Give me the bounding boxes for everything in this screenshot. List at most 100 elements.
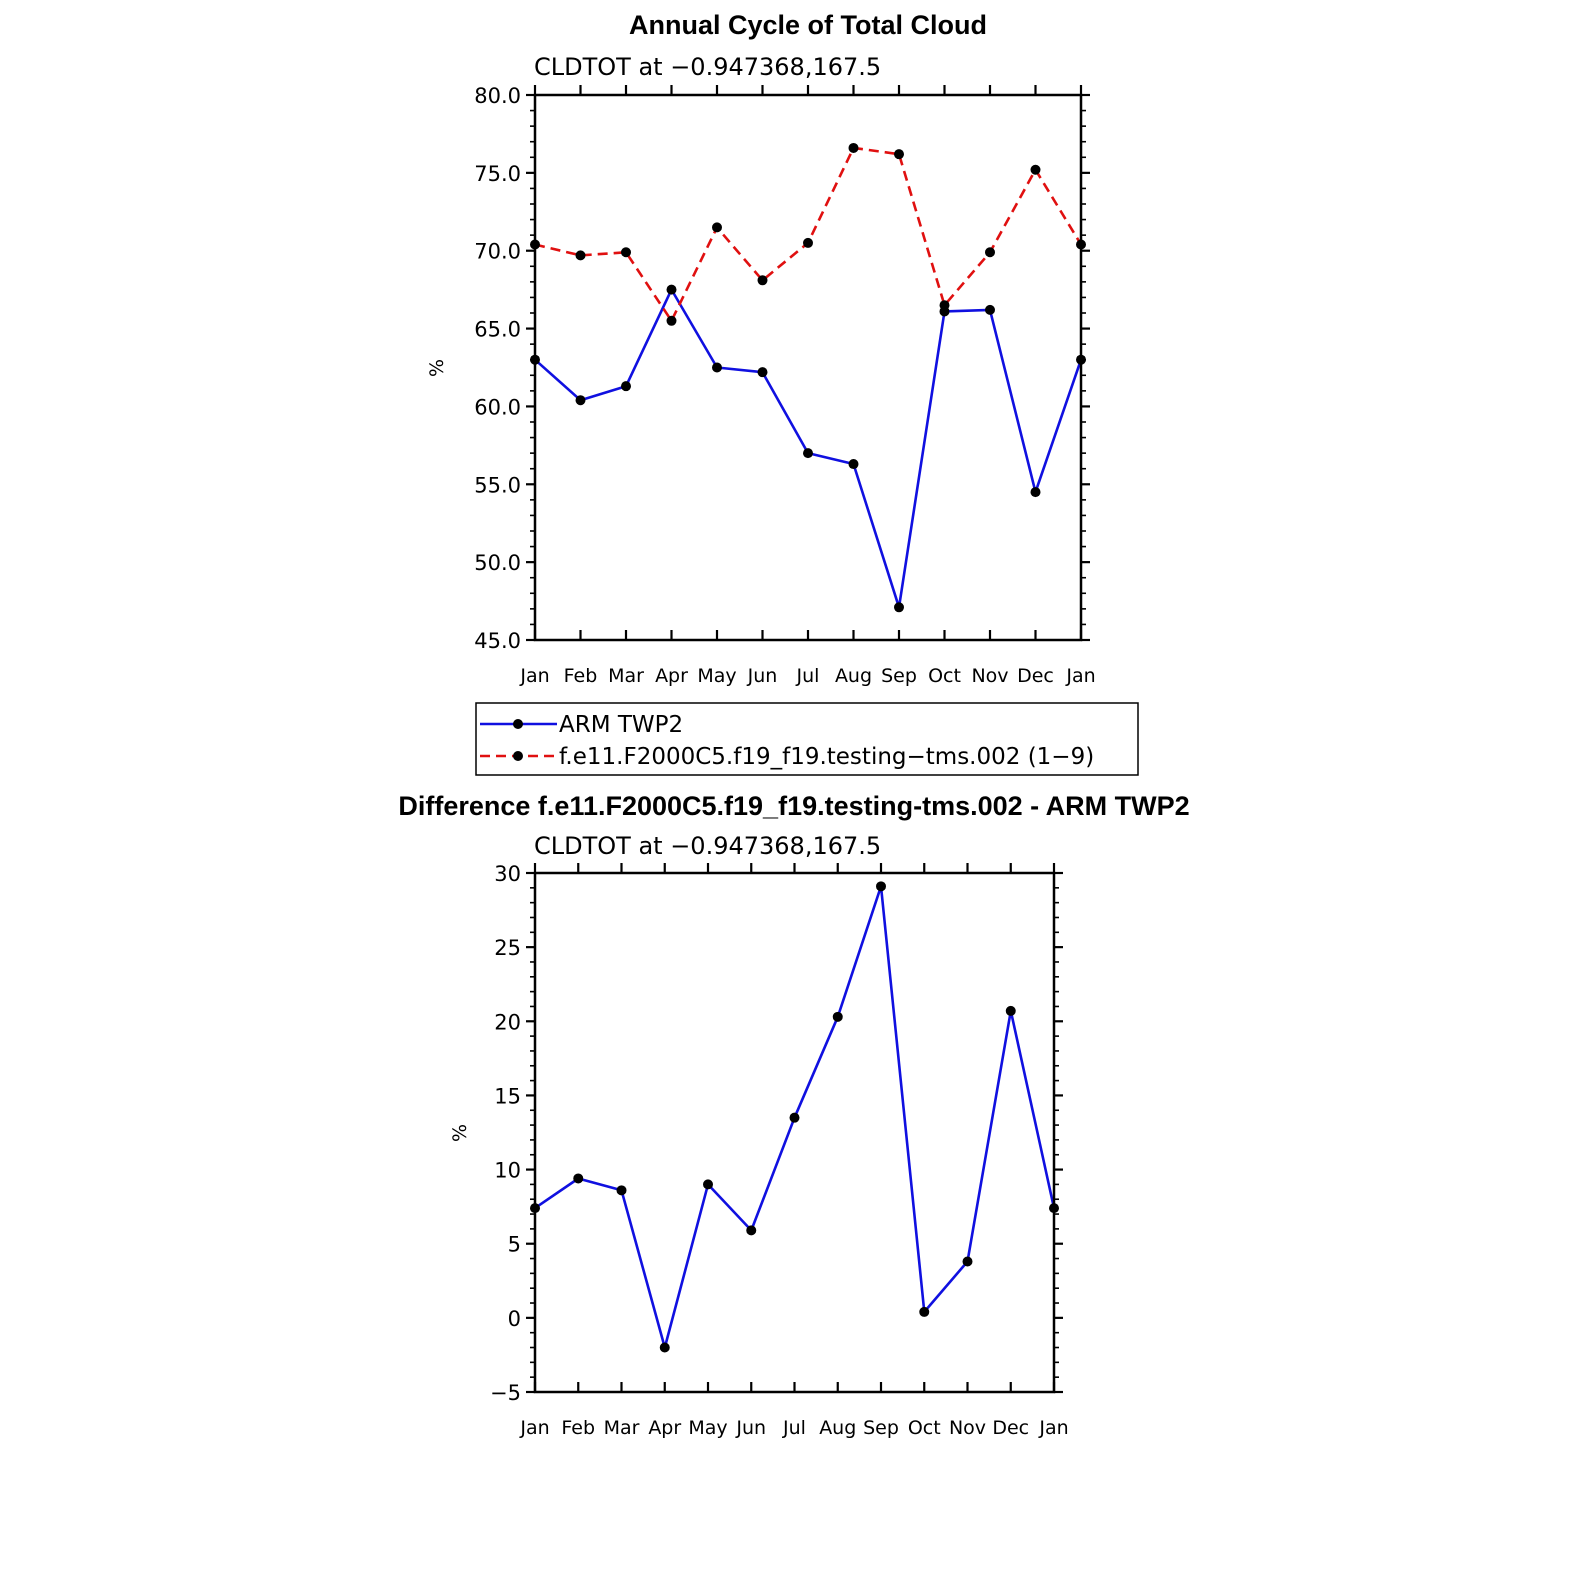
data-point-s1-10 xyxy=(985,247,995,258)
x-tick-label: Apr xyxy=(648,1417,681,1439)
y-tick-label: 70.0 xyxy=(474,240,521,264)
data-point-s1-5 xyxy=(757,275,768,286)
x-tick-label: Dec xyxy=(992,1417,1029,1439)
y-tick-label: 45.0 xyxy=(474,629,521,653)
y-tick-label: 60.0 xyxy=(474,395,521,419)
x-tick-label: Jan xyxy=(519,665,549,687)
chart-title: Annual Cycle of Total Cloud xyxy=(629,10,987,40)
y-tick-labels: 45.0 50.0 55.0 60.0 65.0 70.0 75.0 80.0 xyxy=(474,84,521,653)
data-point-s0-6 xyxy=(789,1112,800,1123)
series-markers xyxy=(530,142,1086,613)
x-tick-labels: Jan Feb Mar Apr May Jun Jul Aug Sep Oct Nov Dec Jan xyxy=(519,1417,1068,1439)
data-point-s1-1 xyxy=(575,250,586,261)
data-point-s0-4 xyxy=(703,1179,713,1190)
y-tick-label: −5 xyxy=(490,1381,521,1405)
series-lines xyxy=(534,146,1083,609)
x-tick-label: Nov xyxy=(971,665,1008,687)
x-tick-label: Jan xyxy=(519,1417,549,1439)
data-point-s0-2 xyxy=(621,381,631,392)
plot-frame xyxy=(533,93,1083,642)
y-axis-label: % xyxy=(449,1124,471,1142)
y-tick-label: 80.0 xyxy=(474,84,521,108)
data-point-s0-10 xyxy=(962,1256,973,1267)
data-point-s0-5 xyxy=(746,1225,757,1236)
data-point-s0-1 xyxy=(575,395,586,406)
plot-frame xyxy=(533,871,1056,1394)
y-tick-label: 55.0 xyxy=(474,473,521,497)
x-tick-label: Feb xyxy=(561,1417,595,1439)
chart-subtitle: CLDTOT at −0.947368,167.5 xyxy=(534,832,881,860)
x-tick-label: Sep xyxy=(881,665,917,687)
x-tick-label: Mar xyxy=(608,665,644,687)
x-tick-label: Dec xyxy=(1017,665,1054,687)
x-tick-label: Jul xyxy=(796,665,820,687)
chart-title: Difference f.e11.F2000C5.f19_f19.testing… xyxy=(398,791,1189,821)
axis-ticks xyxy=(526,85,1090,642)
x-tick-label: Jan xyxy=(1065,665,1095,687)
x-tick-label: Sep xyxy=(863,1417,899,1439)
x-tick-label: May xyxy=(697,665,736,687)
y-tick-label: 10 xyxy=(494,1159,521,1183)
x-tick-label: Aug xyxy=(819,1417,856,1439)
x-tick-label: Jan xyxy=(1038,1417,1068,1439)
data-point-s0-4 xyxy=(712,362,722,373)
data-point-s0-11 xyxy=(1005,1005,1016,1016)
data-point-s1-7 xyxy=(848,142,859,153)
data-point-s0-3 xyxy=(666,284,677,295)
y-tick-label: 30 xyxy=(494,862,521,886)
x-tick-label: Jun xyxy=(735,1417,766,1439)
data-point-s1-8 xyxy=(894,149,904,160)
x-tick-label: Jul xyxy=(782,1417,806,1439)
data-point-s1-9 xyxy=(939,300,950,311)
axis-ticks xyxy=(526,863,1063,1394)
data-point-s1-6 xyxy=(803,237,813,248)
data-point-s0-7 xyxy=(848,459,859,470)
data-point-s0-7 xyxy=(832,1011,843,1022)
series-line-1 xyxy=(534,146,1083,323)
data-point-s1-2 xyxy=(621,247,631,258)
y-tick-label: 15 xyxy=(494,1084,521,1108)
y-tick-label: 0 xyxy=(508,1307,521,1331)
data-point-s0-8 xyxy=(876,881,886,892)
x-tick-label: Aug xyxy=(835,665,872,687)
x-tick-label: Mar xyxy=(604,1417,640,1439)
data-point-s0-3 xyxy=(659,1342,670,1353)
legend-marker-arm-twp2 xyxy=(513,719,523,729)
x-tick-label: Jun xyxy=(747,665,778,687)
legend-label-arm-twp2: ARM TWP2 xyxy=(559,712,683,738)
data-point-s0-9 xyxy=(919,1306,930,1317)
y-tick-label: 20 xyxy=(494,1010,521,1034)
legend-label-model: f.e11.F2000C5.f19_f19.testing−tms.002 (1… xyxy=(559,744,1094,770)
data-point-s0-6 xyxy=(803,448,813,459)
y-tick-labels: −5 0 5 10 15 20 25 30 xyxy=(490,862,521,1405)
x-tick-label: Feb xyxy=(564,665,598,687)
y-tick-label: 65.0 xyxy=(474,318,521,342)
y-tick-label: 5 xyxy=(508,1233,521,1257)
legend: ARM TWP2 f.e11.F2000C5.f19_f19.testing−t… xyxy=(475,702,1139,776)
data-point-s0-10 xyxy=(985,304,995,315)
legend-marker-model xyxy=(513,751,523,761)
x-tick-labels: Jan Feb Mar Apr May Jun Jul Aug Sep Oct Nov Dec Jan xyxy=(519,665,1095,687)
data-point-s1-11 xyxy=(1030,164,1041,175)
y-tick-label: 50.0 xyxy=(474,551,521,575)
chart-subtitle: CLDTOT at −0.947368,167.5 xyxy=(534,53,881,81)
y-axis-label: % xyxy=(426,359,448,377)
data-point-s1-4 xyxy=(712,222,722,233)
difference-panel: Difference f.e11.F2000C5.f19_f19.testing… xyxy=(398,791,1189,1439)
series-markers xyxy=(530,881,1059,1353)
x-tick-label: Apr xyxy=(655,665,688,687)
data-point-s1-3 xyxy=(666,315,677,326)
data-point-s0-2 xyxy=(616,1185,627,1196)
data-point-s0-11 xyxy=(1030,487,1041,498)
x-tick-label: May xyxy=(688,1417,727,1439)
x-tick-label: Oct xyxy=(908,1417,941,1439)
data-point-s0-8 xyxy=(894,602,904,613)
y-tick-label: 25 xyxy=(494,936,521,960)
legend-box xyxy=(475,702,1139,776)
y-tick-label: 75.0 xyxy=(474,162,521,186)
x-tick-label: Nov xyxy=(949,1417,986,1439)
x-tick-label: Oct xyxy=(928,665,961,687)
data-point-s0-5 xyxy=(757,367,768,378)
data-point-s0-1 xyxy=(573,1173,584,1184)
